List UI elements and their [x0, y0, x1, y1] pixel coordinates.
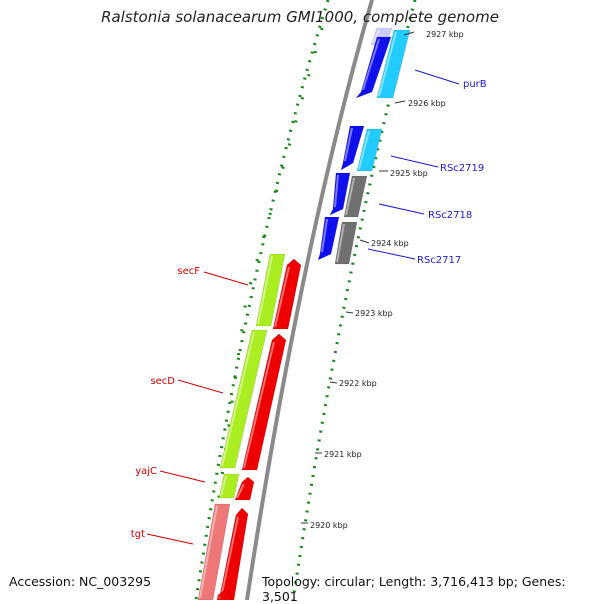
rsc2718-forward-cds — [329, 172, 351, 216]
gene-label-tgt: tgt — [131, 529, 145, 540]
tick-mark — [403, 31, 415, 36]
gene-label-leader-rsc2719 — [390, 155, 439, 168]
secd-cog-block-highlight — [221, 331, 255, 467]
tick-label: 2926 kbp — [408, 99, 446, 108]
rsc2717-cog-block — [334, 221, 358, 265]
gene-label-leader-yajc — [159, 470, 206, 483]
secd-cog-block — [219, 329, 268, 469]
tick-label: 2927 kbp — [426, 30, 464, 39]
rsc2719-forward-cds-highlight — [344, 127, 353, 162]
gene-features — [197, 27, 411, 600]
bottom-reverse-cds-highlight — [218, 596, 221, 599]
tick-label: 2922 kbp — [339, 379, 377, 388]
secd-reverse-cds-highlight — [243, 341, 275, 469]
tgt-reverse-cds-highlight — [220, 516, 239, 599]
tick-mark — [359, 239, 370, 244]
gene-label-leader-secf — [203, 271, 249, 286]
purb-lavender-block-highlight — [372, 29, 380, 44]
rsc2718-forward-cds-highlight — [334, 174, 339, 208]
genome-backbone — [245, 0, 374, 600]
bottom-reverse-cds — [216, 589, 233, 600]
rings — [194, 0, 417, 600]
gene-label-secf: secF — [177, 266, 200, 277]
yajc-reverse-cds — [234, 476, 255, 501]
rsc2717-forward-cds-highlight — [321, 218, 328, 253]
yajc-cog-block — [218, 473, 240, 499]
gene-label-purb: purB — [463, 79, 487, 90]
position-ticks: 2927 kbp 2926 kbp 2925 kbp 2924 kbp 2923 kbp… — [301, 30, 464, 530]
tick-mark — [329, 381, 338, 384]
tick-label: 2921 kbp — [324, 450, 362, 459]
secf-cog-block — [255, 253, 286, 327]
gene-label-leader-secd — [177, 379, 224, 394]
tick-label: 2924 kbp — [371, 239, 409, 248]
map-title: Ralstonia solanacearum GMI1000, complete… — [101, 8, 499, 26]
purb-forward-cds-highlight — [362, 38, 380, 91]
tick-mark — [394, 100, 406, 104]
gene-label-leader-tgt — [146, 533, 194, 545]
rsc2718-cog-block-highlight — [345, 177, 355, 216]
tick-label: 2923 kbp — [355, 309, 393, 318]
gene-label-rsc2718: RSc2718 — [428, 210, 472, 221]
purb-cog-block-highlight — [378, 31, 397, 97]
tgt-cog-block-highlight — [199, 505, 218, 599]
gene-label-rsc2719: RSc2719 — [440, 163, 484, 174]
secd-reverse-cds — [241, 333, 287, 471]
secf-reverse-cds-highlight — [274, 266, 290, 328]
gene-label-leader-rsc2717 — [367, 248, 416, 260]
tick-label: 2925 kbp — [390, 169, 428, 178]
gene-label-rsc2717: RSc2717 — [417, 255, 461, 266]
rsc2718-cog-block — [343, 175, 368, 218]
secf-cog-block-highlight — [257, 255, 273, 325]
rsc2719-forward-cds — [340, 125, 365, 171]
accession-text: Accession: NC_003295 — [9, 574, 152, 589]
yajc-reverse-cds-highlight — [236, 483, 245, 499]
rsc2717-forward-cds — [317, 216, 340, 261]
purb-forward-cds — [355, 36, 392, 99]
rsc2719-cog-block — [356, 128, 383, 172]
gene-label-yajc: yajC — [135, 466, 157, 477]
gene-labels: purB RSc2719 RSc2718 RSc2717 secF secD yajC tgt — [131, 69, 487, 545]
tick-mark — [345, 311, 354, 314]
tgt-reverse-cds — [218, 507, 249, 600]
dotted-ring-outer — [291, 0, 417, 600]
yajc-cog-block-highlight — [220, 475, 227, 497]
tgt-cog-block — [197, 503, 231, 600]
gene-label-leader-purb — [414, 69, 460, 85]
gene-label-secd: secD — [150, 376, 175, 387]
secf-reverse-cds — [272, 258, 302, 330]
purb-cog-block — [376, 29, 411, 99]
rsc2717-cog-block-highlight — [336, 223, 345, 263]
rsc2719-cog-block-highlight — [358, 130, 370, 170]
tick-label: 2920 kbp — [310, 521, 348, 530]
gene-label-leader-rsc2718 — [378, 203, 425, 215]
